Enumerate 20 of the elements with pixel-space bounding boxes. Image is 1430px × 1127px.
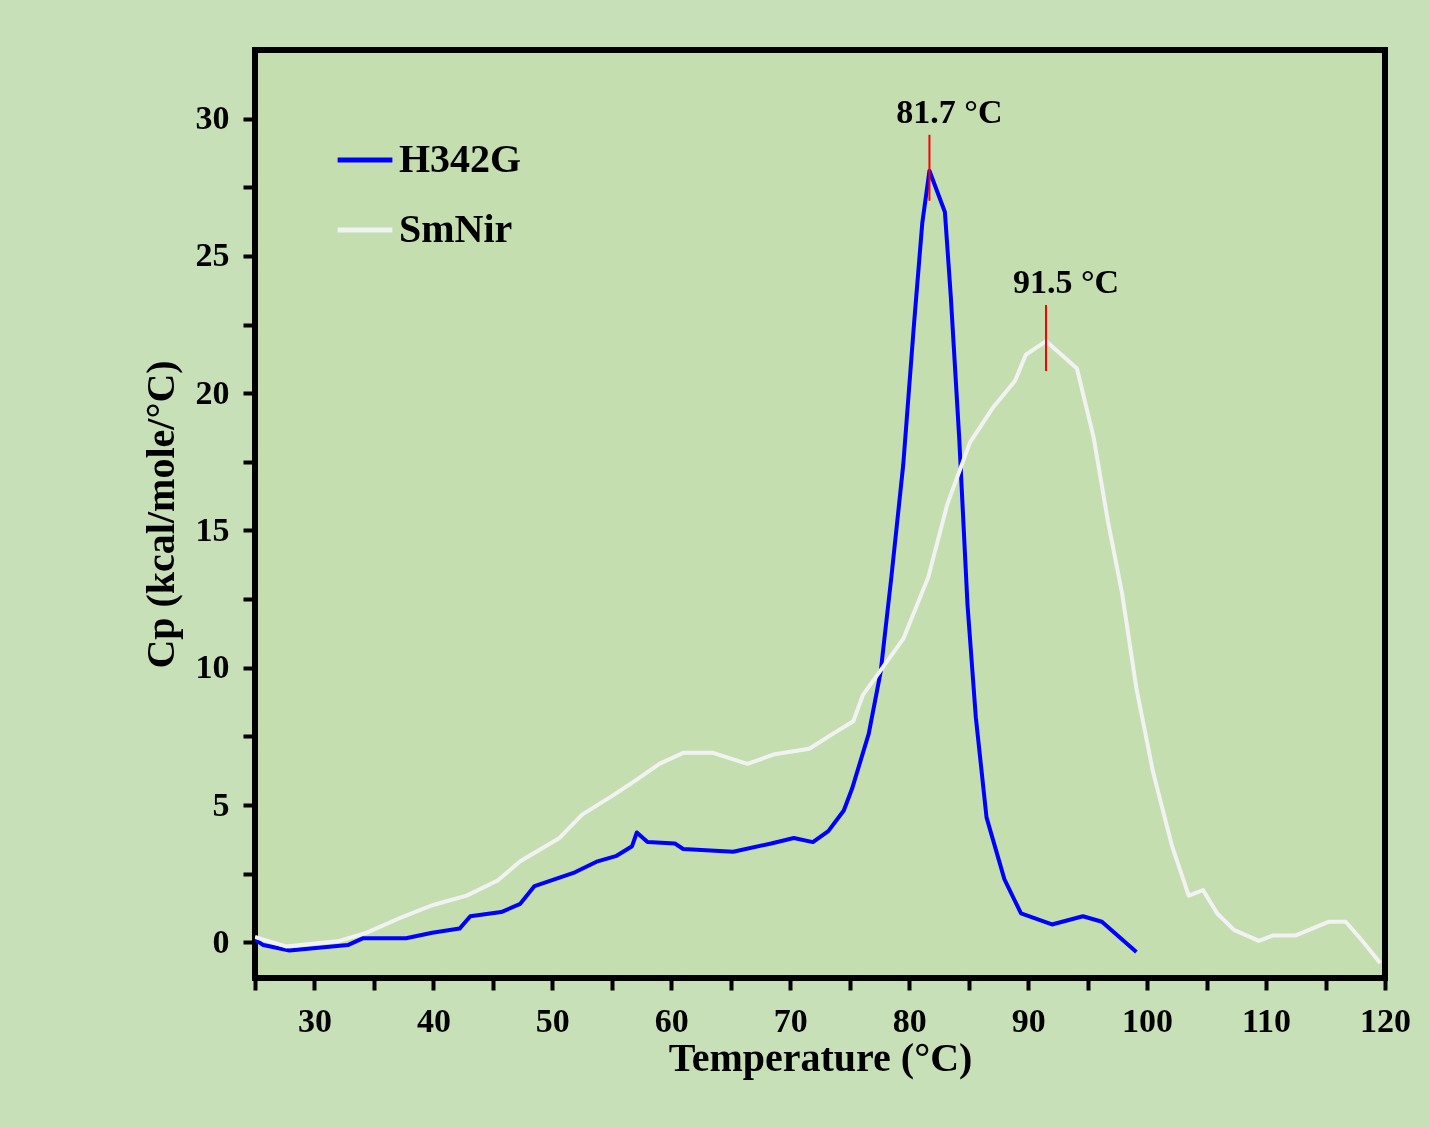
y-tick-label: 5	[212, 785, 230, 823]
y-tick-label: 30	[195, 99, 230, 137]
legend-label: H342G	[399, 136, 522, 181]
annotation: 81.7 °C	[896, 92, 1003, 130]
x-tick-label: 100	[1122, 1001, 1174, 1039]
y-tick-label: 20	[195, 373, 230, 411]
y-tick-label: 10	[195, 648, 230, 686]
x-tick-label: 120	[1360, 1001, 1411, 1039]
line-series	[255, 339, 1383, 965]
x-tick-label: 110	[1241, 1001, 1292, 1039]
annotation: 91.5 °C	[1012, 263, 1120, 301]
y-tick-label: 0	[212, 922, 230, 960]
y-tick-label: 15	[195, 510, 230, 548]
x-tick-label: 30	[297, 1001, 332, 1039]
y-axis-title: Cp (kcal/mole/°C)	[137, 360, 183, 669]
legend-label: SmNir	[399, 206, 513, 251]
y-tick-label: 25	[195, 236, 230, 274]
x-tick-label: 50	[535, 1001, 570, 1039]
x-tick-label: 40	[416, 1001, 451, 1039]
x-tick-label: 90	[1011, 1001, 1046, 1039]
